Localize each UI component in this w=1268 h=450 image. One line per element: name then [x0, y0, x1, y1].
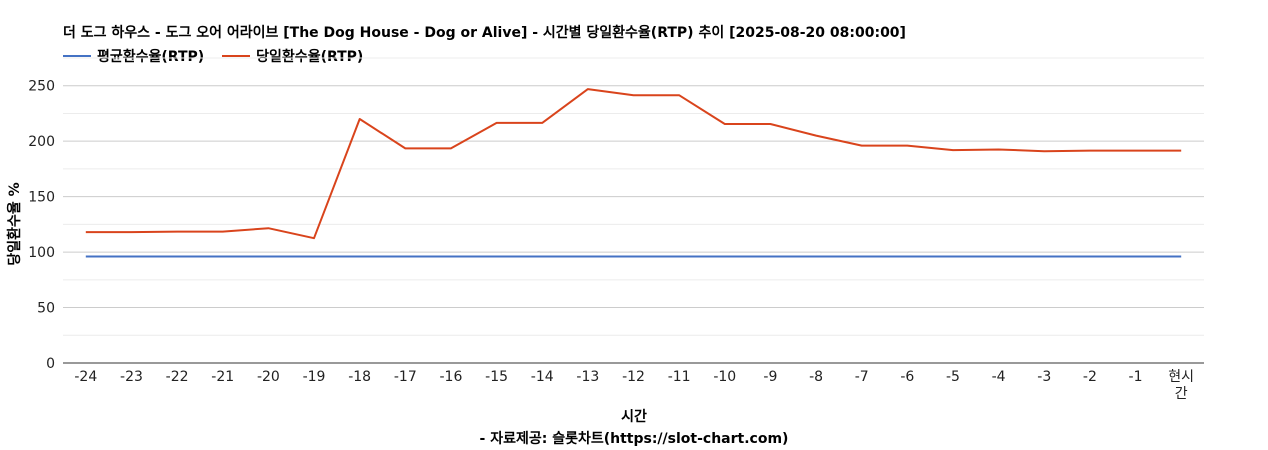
x-tick-label: -12	[622, 369, 645, 385]
x-tick-label: -17	[394, 369, 417, 385]
x-tick-label: -15	[485, 369, 508, 385]
legend-swatch-daily-rtp	[222, 55, 251, 57]
y-tick-label: 100	[28, 245, 55, 261]
x-tick-label: -18	[348, 369, 371, 385]
chart-title: 더 도그 하우스 - 도그 오어 어라이브 [The Dog House - D…	[63, 25, 906, 41]
x-tick-label: -8	[809, 369, 823, 385]
legend: 평균환수율(RTP) 당일환수율(RTP)	[63, 46, 381, 66]
y-tick-label: 0	[46, 356, 55, 372]
series-line-daily-rtp	[85, 88, 1182, 240]
y-tick-label: 200	[28, 134, 55, 150]
x-tick-label: -14	[531, 369, 554, 385]
legend-label-daily-rtp: 당일환수율(RTP)	[256, 49, 364, 65]
y-tick-label: 50	[37, 301, 55, 317]
legend-swatch-average-rtp	[63, 55, 91, 57]
legend-item-daily-rtp[interactable]: 당일환수율(RTP)	[222, 46, 363, 66]
x-tick-label: -2	[1083, 369, 1097, 385]
x-tick-label: -21	[211, 369, 234, 385]
x-tick-label: -4	[992, 369, 1006, 385]
x-tick-label: -22	[166, 369, 189, 385]
y-tick-label: 250	[28, 79, 55, 95]
x-tick-label: -6	[900, 369, 914, 385]
x-tick-label: -24	[74, 369, 97, 385]
x-tick-label: -7	[855, 369, 869, 385]
x-tick-label: -11	[668, 369, 691, 385]
x-tick-label: -13	[576, 369, 599, 385]
x-tick-label: -20	[257, 369, 280, 385]
x-tick-label: -1	[1129, 369, 1143, 385]
x-tick-label: -16	[440, 369, 463, 385]
x-tick-label: 현시	[1168, 369, 1194, 385]
legend-item-average-rtp[interactable]: 평균환수율(RTP)	[63, 46, 204, 66]
x-tick-label: -19	[303, 369, 326, 385]
x-tick-label: -10	[713, 369, 736, 385]
x-tick-label: -9	[763, 369, 777, 385]
y-axis-title: 당일환수율 %	[7, 182, 23, 266]
x-tick-label: -5	[946, 369, 960, 385]
x-axis-title: 시간	[621, 409, 647, 425]
x-tick-label: -3	[1037, 369, 1051, 385]
x-tick-label: -23	[120, 369, 143, 385]
x-tick-label: 간	[1175, 386, 1188, 402]
legend-label-average-rtp: 평균환수율(RTP)	[97, 49, 205, 65]
source-note: - 자료제공: 슬롯차트(https://slot-chart.com)	[479, 431, 789, 447]
y-tick-label: 150	[28, 190, 55, 206]
